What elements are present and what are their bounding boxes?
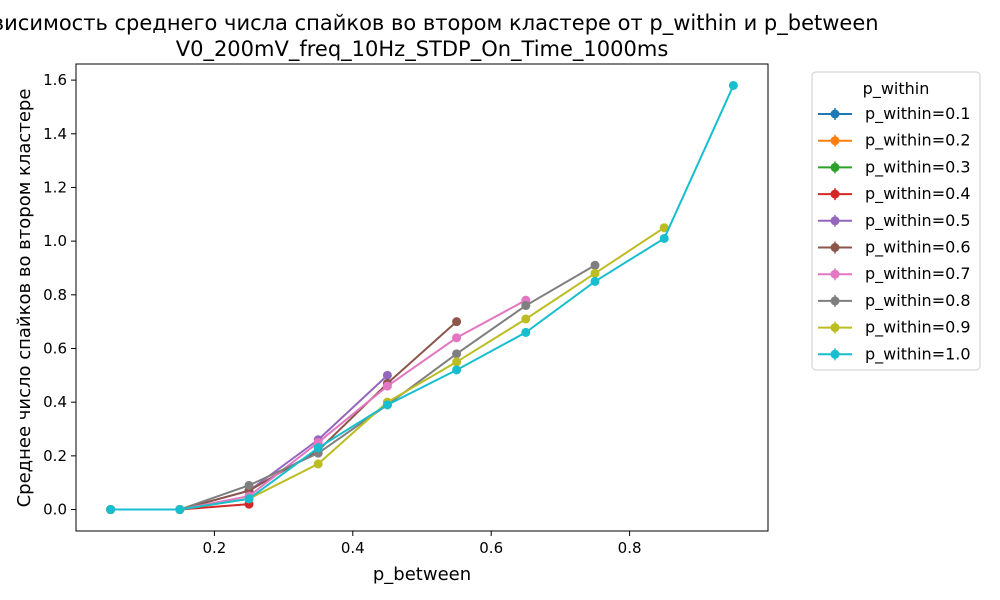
data-point (175, 505, 185, 515)
legend-label: p_within=0.1 (865, 104, 971, 124)
data-point (659, 233, 669, 243)
data-point (590, 276, 600, 286)
legend-label: p_within=0.5 (865, 211, 971, 231)
legend-label: p_within=0.3 (865, 157, 971, 177)
legend-label: p_within=1.0 (865, 344, 971, 364)
data-point (382, 370, 392, 380)
legend-entry: p_within=0.1 (818, 104, 971, 124)
data-point (590, 268, 600, 278)
y-axis-label: Среднее число спайков во втором кластере (14, 89, 35, 508)
plot-area (106, 80, 738, 515)
legend-frame (811, 71, 981, 371)
series-line (110, 85, 735, 511)
x-tick-label: 0.2 (202, 539, 226, 557)
data-point (452, 357, 462, 367)
legend-label: p_within=0.9 (865, 318, 971, 338)
data-point (521, 314, 531, 324)
data-point (659, 223, 669, 233)
legend-label: p_within=0.7 (865, 264, 971, 284)
data-point (452, 365, 462, 375)
x-axis-ticks: 0.2 0.4 0.6 0.8 (202, 531, 642, 557)
y-tick-label: 1.4 (43, 125, 67, 143)
legend-entry: p_within=0.5 (818, 211, 971, 231)
data-point (313, 459, 323, 469)
series-7 (106, 295, 531, 515)
y-tick-label: 0.8 (43, 286, 67, 304)
legend-marker (830, 243, 840, 252)
legend-entry: p_within=0.8 (818, 291, 971, 311)
chart-title-line2: V0_200mV_freq_10Hz_STDP_On_Time_1000ms (176, 37, 669, 62)
data-point (244, 494, 254, 504)
series-line (110, 264, 596, 511)
legend-title: p_within (863, 79, 930, 99)
data-point (452, 317, 462, 327)
data-point (590, 260, 600, 270)
series-line (110, 299, 527, 511)
legend-marker (830, 216, 840, 226)
legend-label: p_within=0.8 (865, 291, 971, 311)
series-9 (106, 223, 669, 515)
y-tick-label: 0.0 (43, 501, 67, 519)
legend-entry: p_within=1.0 (818, 344, 971, 364)
y-tick-label: 1.0 (43, 232, 67, 250)
y-tick-label: 1.6 (43, 71, 67, 89)
data-point (244, 480, 254, 490)
data-point (382, 400, 392, 410)
y-tick-label: 0.2 (43, 447, 67, 465)
axes-frame (75, 63, 769, 532)
x-tick-label: 0.6 (479, 539, 503, 557)
legend-marker (830, 109, 840, 119)
y-tick-label: 0.4 (43, 393, 67, 411)
data-point (521, 301, 531, 311)
legend-marker (830, 296, 840, 306)
legend-label: p_within=0.4 (865, 184, 971, 204)
legend-marker (830, 136, 840, 146)
series-line (110, 226, 665, 511)
legend-entry: p_within=0.4 (818, 184, 971, 204)
data-point (106, 505, 116, 515)
legend-entry: p_within=0.2 (818, 131, 971, 151)
legend-label: p_within=0.2 (865, 131, 971, 151)
legend-entry: p_within=0.9 (818, 318, 971, 338)
data-point (728, 80, 738, 90)
legend-marker (830, 269, 840, 279)
legend-entry: p_within=0.7 (818, 264, 971, 284)
legend-entry: p_within=0.3 (818, 157, 971, 177)
x-tick-label: 0.4 (341, 539, 365, 557)
data-point (521, 327, 531, 337)
legend-marker (830, 189, 840, 199)
legend-label: p_within=0.6 (865, 238, 971, 258)
legend-marker (830, 162, 840, 172)
x-tick-label: 0.8 (618, 539, 642, 557)
legend-entry: p_within=0.6 (818, 238, 971, 258)
legend-entries: p_within=0.1 p_within=0.2 p_within=0.3 p_wi… (818, 104, 971, 364)
legend: p_within p_within=0.1p_within=0.2p_withi… (811, 71, 981, 371)
data-point (382, 381, 392, 391)
data-point (313, 443, 323, 453)
y-axis-ticks: 0.0 0.2 0.4 0.6 0.8 1.0 1.2 1.4 1.6 (43, 71, 76, 519)
data-point (452, 333, 462, 343)
data-point (452, 349, 462, 359)
y-tick-label: 1.2 (43, 178, 67, 196)
legend-marker (830, 323, 840, 333)
x-axis-label: p_between (373, 564, 471, 585)
series-10 (106, 80, 738, 515)
y-tick-label: 0.6 (43, 339, 67, 357)
legend-marker (830, 349, 840, 359)
series-6 (106, 317, 462, 515)
chart-title-line1: Зависимость среднего числа спайков во вт… (0, 11, 879, 36)
